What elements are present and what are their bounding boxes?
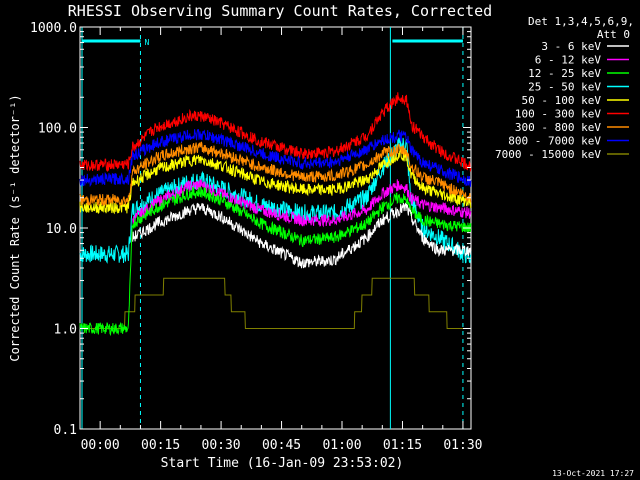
y-tick-label: 10.0 xyxy=(46,222,77,237)
series-line xyxy=(79,186,472,337)
x-tick-label: 00:45 xyxy=(262,438,301,453)
series-group xyxy=(79,92,472,337)
x-tick-label: 00:00 xyxy=(81,438,120,453)
y-axis-ticks: 1000.0 100.0 10.0 1.0 0.1 xyxy=(30,21,471,438)
series-line xyxy=(80,277,471,329)
legend-label: 7000 - 15000 keV xyxy=(495,148,601,161)
chart-title: RHESSI Observing Summary Count Rates, Co… xyxy=(68,2,492,20)
x-tick-label: 01:30 xyxy=(443,438,482,453)
series-line xyxy=(79,92,472,173)
x-tick-label: 01:15 xyxy=(383,438,422,453)
legend-label: 25 - 50 keV xyxy=(528,81,601,94)
y-tick-label: 1000.0 xyxy=(30,21,77,36)
x-tick-label: 00:30 xyxy=(202,438,241,453)
series-line xyxy=(132,202,472,269)
legend-label: 100 - 300 keV xyxy=(515,108,601,121)
legend-label: 300 - 800 keV xyxy=(515,121,601,134)
x-tick-label: 00:15 xyxy=(141,438,180,453)
legend-header-line-2: Att 0 xyxy=(597,28,630,41)
y-tick-label: 1.0 xyxy=(54,323,77,338)
timestamp: 13-Oct-2021 17:27 xyxy=(552,469,634,478)
legend-header-line-1: Det 1,3,4,5,6,9, xyxy=(528,15,634,28)
y-tick-label: 0.1 xyxy=(54,423,77,438)
y-axis-label: Corrected Count Rate (s⁻¹ detector⁻¹) xyxy=(8,94,22,361)
x-tick-label: 01:00 xyxy=(322,438,361,453)
marker-top-label: N xyxy=(144,38,149,47)
legend-label: 50 - 100 keV xyxy=(522,94,602,107)
legend-label: 12 - 25 keV xyxy=(528,67,601,80)
x-axis-ticks: 00:00 00:15 00:30 00:45 01:00 01:15 01:30 xyxy=(79,27,483,453)
series-line xyxy=(132,179,472,228)
series-line xyxy=(79,128,472,188)
series-line xyxy=(79,141,472,207)
legend-label: 3 - 6 keV xyxy=(541,40,601,53)
y-tick-label: 100.0 xyxy=(38,122,77,137)
legend-label: 6 - 12 keV xyxy=(535,54,602,67)
x-axis-label: Start Time (16-Jan-09 23:53:02) xyxy=(161,456,404,471)
plot-area: N 00:00 00:15 00:30 00:45 01:00 01:15 01:30 10… xyxy=(30,21,482,453)
legend-label: 800 - 7000 keV xyxy=(508,135,601,148)
